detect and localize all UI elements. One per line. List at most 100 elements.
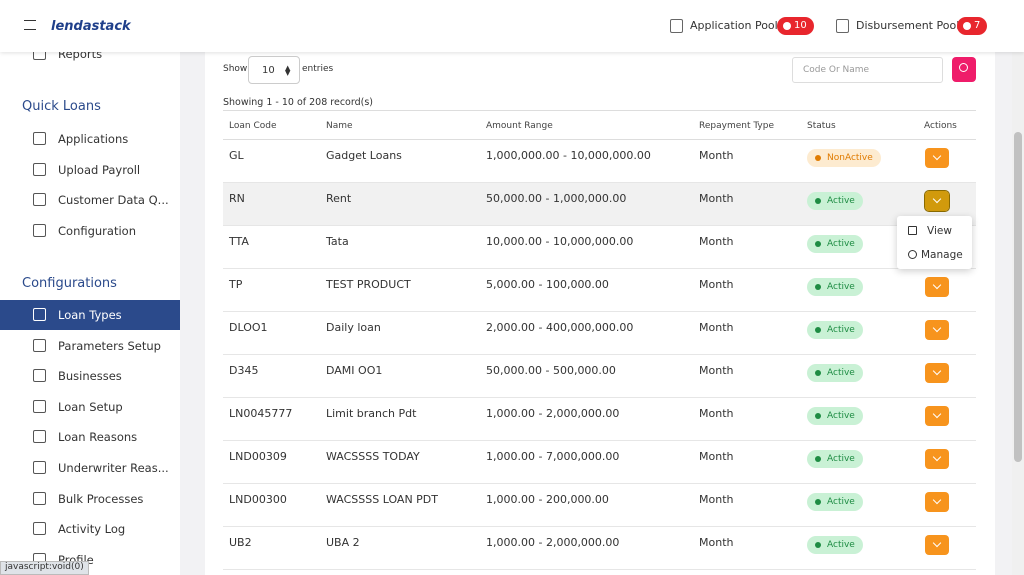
action-button[interactable] <box>925 406 949 426</box>
table-cell: LND00309 <box>229 450 287 463</box>
column-header: Actions <box>924 121 957 131</box>
menu-item[interactable]: View <box>897 220 972 242</box>
table-cell: DLOO1 <box>229 321 268 334</box>
status-bar: javascript:void(0) <box>0 561 89 575</box>
menu-icon <box>908 226 917 235</box>
select-arrows: ▲ ▼ <box>285 64 291 77</box>
status-badge: Active <box>807 364 863 382</box>
header-rule <box>223 139 976 140</box>
logo[interactable]: lendastack <box>51 19 131 34</box>
sidebar-item[interactable]: Customer Data Q... <box>0 185 180 215</box>
table-cell: Month <box>699 192 734 205</box>
sidebar-item[interactable]: Applications <box>0 124 180 154</box>
table-cell: Month <box>699 493 734 506</box>
scrollbar <box>1012 52 1024 575</box>
table-cell: Tata <box>326 235 349 248</box>
sidebar-item[interactable]: Configuration <box>0 216 180 246</box>
table-cell: Daily loan <box>326 321 381 334</box>
item-label: Parameters Setup <box>58 338 161 353</box>
item-label: Upload Payroll <box>58 162 141 177</box>
table-cell: 50,000.00 - 1,000,000.00 <box>486 192 627 205</box>
status-badge: Active <box>807 493 863 511</box>
item-icon <box>33 522 46 536</box>
action-button[interactable] <box>924 190 950 212</box>
menu-item[interactable]: Manage <box>897 244 972 266</box>
page-size-select[interactable]: 10 ▲ ▼ <box>248 56 300 84</box>
table-cell: Gadget Loans <box>326 149 402 162</box>
menu-label: Manage <box>921 249 963 261</box>
pool-label[interactable]: Disbursement Pool <box>856 19 960 32</box>
item-icon <box>33 491 46 505</box>
action-button[interactable] <box>925 363 949 383</box>
table-cell: 10,000.00 - 10,000,000.00 <box>486 235 634 248</box>
badge-dot <box>963 22 971 30</box>
table-cell: Month <box>699 364 734 377</box>
item-label: Configuration <box>58 223 136 238</box>
item-icon <box>33 399 46 413</box>
action-button[interactable] <box>925 277 949 297</box>
sidebar-item[interactable]: Underwriter Reas... <box>0 453 180 483</box>
status-badge: Active <box>807 536 863 554</box>
sidebar-item[interactable]: Activity Log <box>0 514 180 544</box>
column-header: Loan Code <box>229 121 277 131</box>
status-badge: Active <box>807 278 863 296</box>
sidebar-item[interactable]: Loan Reasons <box>0 422 180 452</box>
section-title: Configurations <box>22 276 117 291</box>
sidebar-item[interactable]: Businesses <box>0 361 180 391</box>
sidebar-item[interactable]: Loan Types <box>0 300 180 330</box>
action-button[interactable] <box>925 535 949 555</box>
sidebar-item[interactable]: Loan Setup <box>0 392 180 422</box>
sidebar-item[interactable]: Bulk Processes <box>0 484 180 514</box>
status-badge: Active <box>807 450 863 468</box>
pool-badge[interactable]: 7 <box>957 17 988 35</box>
table-cell: 5,000.00 - 100,000.00 <box>486 278 609 291</box>
table-cell: 1,000.00 - 2,000,000.00 <box>486 407 620 420</box>
item-label: Bulk Processes <box>58 491 144 506</box>
table-row: LN0045777 Limit branch Pdt 1,000.00 - 2,00… <box>223 398 976 441</box>
table-cell: GL <box>229 149 244 162</box>
item-icon <box>33 132 46 145</box>
item-label: Loan Types <box>58 308 122 322</box>
column-header: Repayment Type <box>699 121 775 131</box>
item-label: Activity Log <box>58 522 126 537</box>
search-button[interactable] <box>952 57 976 82</box>
table-row: D345 DAMI OO1 50,000.00 - 500,000.00 Month A… <box>223 355 976 398</box>
search-icon <box>959 63 968 72</box>
table-cell: 50,000.00 - 500,000.00 <box>486 364 616 377</box>
table-cell: Month <box>699 536 734 549</box>
table-cell: 1,000.00 - 7,000,000.00 <box>486 450 620 463</box>
table-summary: Showing 1 - 10 of 208 record(s) <box>223 97 374 108</box>
table-cell: LND00300 <box>229 493 287 506</box>
pool-label[interactable]: Application Pool <box>690 19 778 32</box>
pool-icon <box>670 19 683 33</box>
sidebar-item[interactable]: Upload Payroll <box>0 155 180 185</box>
status-badge: Active <box>807 321 863 339</box>
table-cell: RN <box>229 192 245 205</box>
item-label: Customer Data Q... <box>58 193 169 208</box>
item-label: Underwriter Reas... <box>58 461 169 475</box>
item-icon <box>33 338 46 352</box>
menu-label: View <box>927 225 952 237</box>
action-button[interactable] <box>925 320 949 340</box>
table-cell: 1,000,000.00 - 10,000,000.00 <box>486 149 651 162</box>
pool-badge[interactable]: 10 <box>777 17 814 35</box>
table-cell: Limit branch Pdt <box>326 407 417 420</box>
action-button[interactable] <box>925 492 949 512</box>
search-input[interactable]: Code Or Name <box>792 57 943 83</box>
search-placeholder: Code Or Name <box>803 65 870 75</box>
table-cell: WACSSSS LOAN PDT <box>326 493 438 506</box>
action-button[interactable] <box>925 148 949 168</box>
menu-icon <box>908 250 917 259</box>
sidebar-item[interactable]: Parameters Setup <box>0 331 180 361</box>
table-row: TP TEST PRODUCT 5,000.00 - 100,000.00 Month… <box>223 269 976 312</box>
scroll-thumb[interactable] <box>1014 132 1022 462</box>
entries-label: entries <box>302 64 334 74</box>
table-cell: WACSSSS TODAY <box>326 450 420 463</box>
menu-toggle[interactable] <box>24 20 36 30</box>
item-icon <box>33 193 46 207</box>
table-cell: TTA <box>229 235 249 248</box>
action-button[interactable] <box>925 449 949 469</box>
column-header: Amount Range <box>486 121 553 131</box>
table-cell: UB2 <box>229 536 252 549</box>
